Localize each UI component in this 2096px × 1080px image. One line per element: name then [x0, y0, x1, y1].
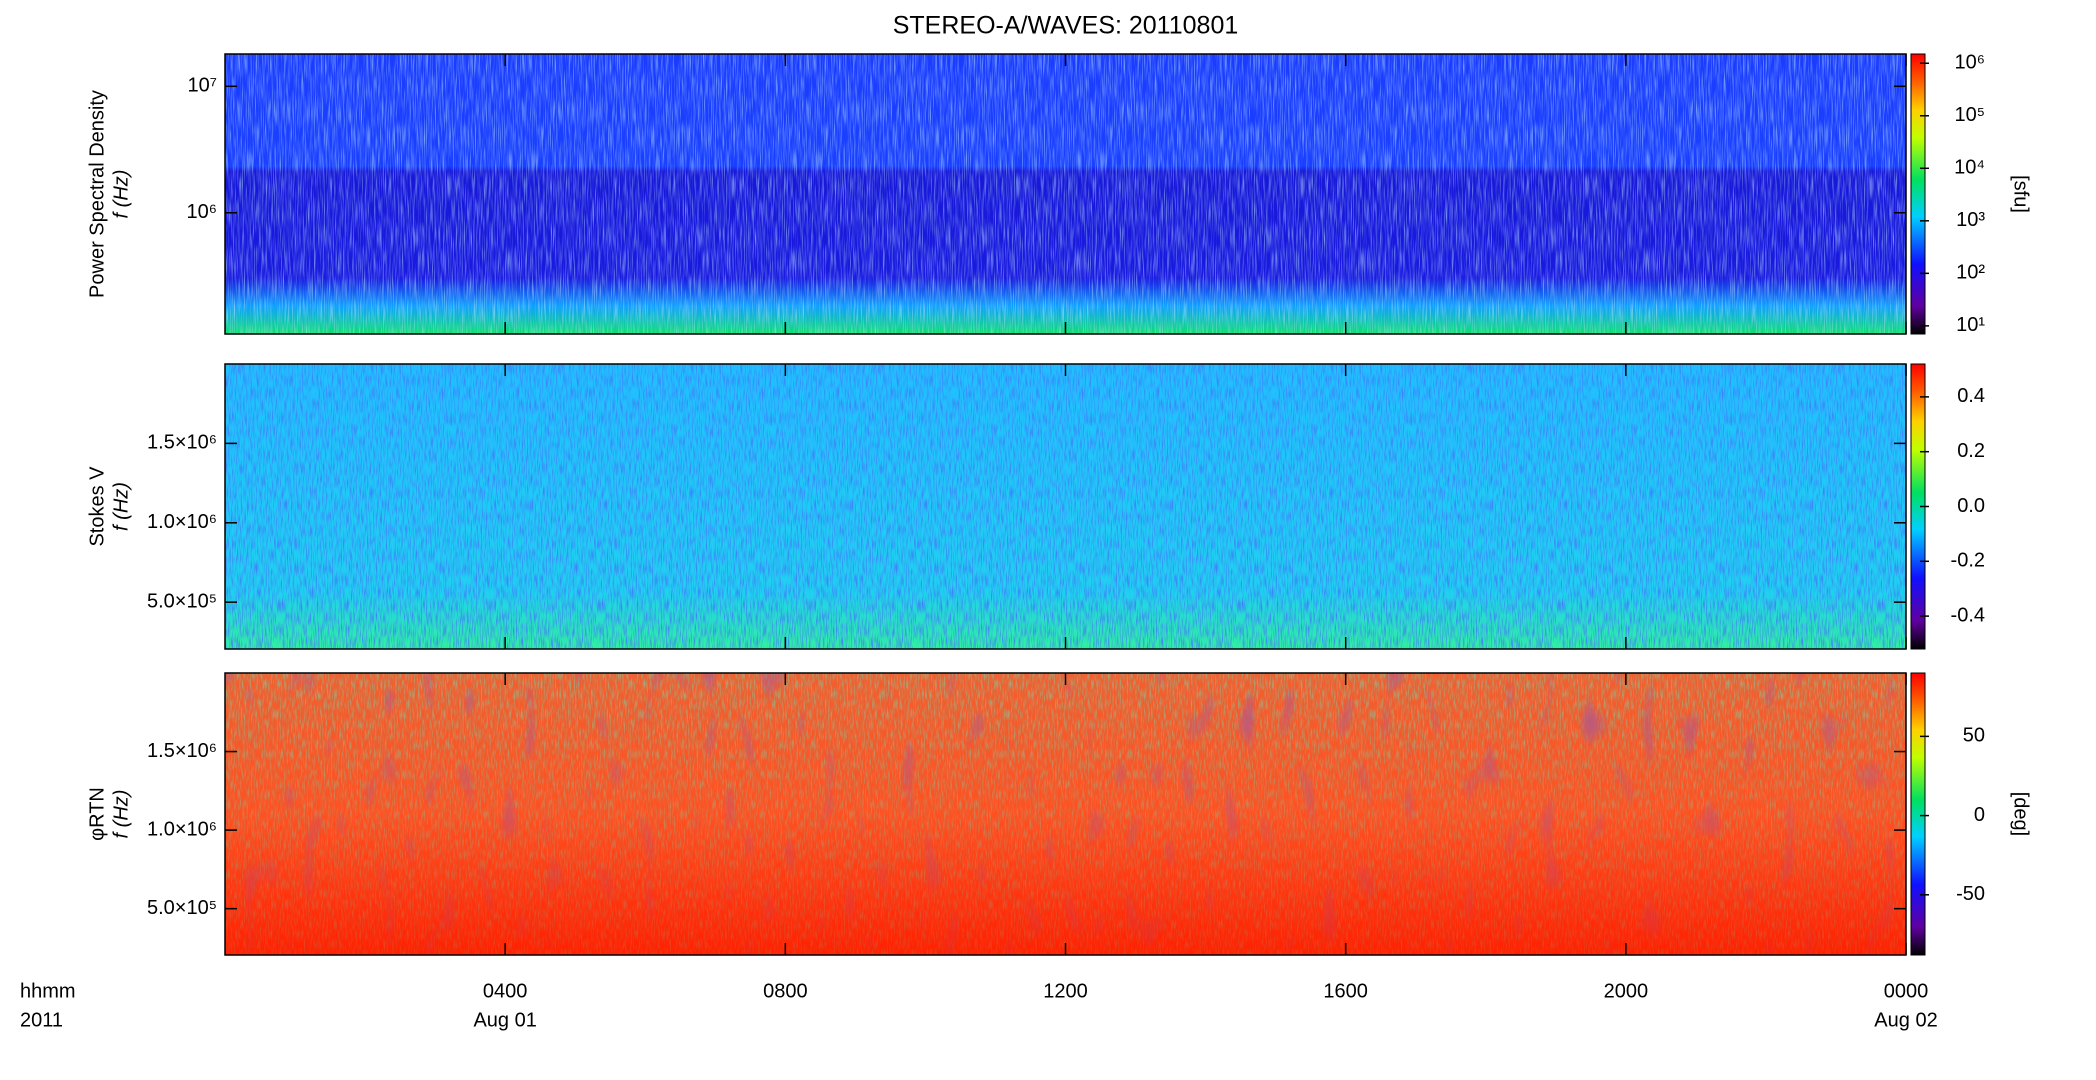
spectrogram-noise	[225, 673, 1906, 955]
colorbar-tick-label: 10¹	[1956, 314, 1985, 336]
x-tick-label: 0000	[1884, 980, 1929, 1002]
colorbar-tick-label: 0.4	[1957, 385, 1985, 407]
noise-layer	[225, 673, 1906, 955]
colorbar-tick-label: 0.0	[1957, 495, 1985, 517]
colorbar-tick-label: -0.4	[1951, 604, 1985, 626]
x-tick-label: 2000	[1604, 980, 1649, 1002]
y-tick-label: 5.0×10⁵	[147, 590, 217, 612]
colorbar-tick-label: 0	[1974, 804, 1985, 826]
colorbar-tick-label: 10⁵	[1954, 104, 1985, 126]
colorbar-tick-label: 10³	[1956, 209, 1985, 231]
y-axis-label: f (Hz)	[110, 790, 132, 839]
date-label: Aug 01	[473, 1009, 536, 1031]
corner-label: hhmm	[20, 980, 76, 1002]
y-axis-label: f (Hz)	[110, 170, 132, 219]
y-tick-label: 1.0×10⁶	[147, 511, 217, 533]
y-axis-label: φRTN	[86, 787, 108, 841]
spectrogram-noise	[225, 54, 1906, 334]
y-axis-label: Stokes V	[86, 466, 108, 547]
colorbar-tick-label: 50	[1963, 725, 1985, 747]
colorbar-tick-label: 0.2	[1957, 440, 1985, 462]
x-tick-label: 1600	[1323, 980, 1368, 1002]
colorbar-tick-label: -50	[1956, 883, 1985, 905]
colorbar-tick-label: 10⁶	[1955, 52, 1985, 74]
colorbar-tick-label: -0.2	[1951, 550, 1985, 572]
colorbar	[1910, 672, 1926, 956]
spectrogram-noise	[225, 364, 1906, 649]
date-label: Aug 02	[1874, 1009, 1937, 1031]
y-axis-label: Power Spectral Density	[86, 90, 108, 298]
y-tick-label: 10⁶	[187, 201, 217, 223]
x-tick-label: 0800	[763, 980, 808, 1002]
colorbar-tick-label: 10⁴	[1954, 157, 1985, 179]
chart-title: STEREO-A/WAVES: 20110801	[893, 12, 1239, 40]
colorbar-label: [deg]	[2010, 792, 2032, 836]
y-tick-label: 5.0×10⁵	[147, 897, 217, 919]
y-tick-label: 10⁷	[188, 75, 217, 97]
colorbar-label: [sfu]	[2010, 175, 2032, 213]
y-tick-label: 1.5×10⁶	[147, 740, 217, 762]
corner-label: 2011	[20, 1009, 63, 1031]
y-tick-label: 1.5×10⁶	[147, 432, 217, 454]
y-tick-label: 1.0×10⁶	[147, 818, 217, 840]
y-axis-label: f (Hz)	[110, 482, 132, 531]
x-tick-label: 1200	[1043, 980, 1088, 1002]
x-tick-label: 0400	[483, 980, 528, 1002]
colorbar	[1910, 53, 1926, 335]
colorbar-tick-label: 10²	[1956, 262, 1985, 284]
